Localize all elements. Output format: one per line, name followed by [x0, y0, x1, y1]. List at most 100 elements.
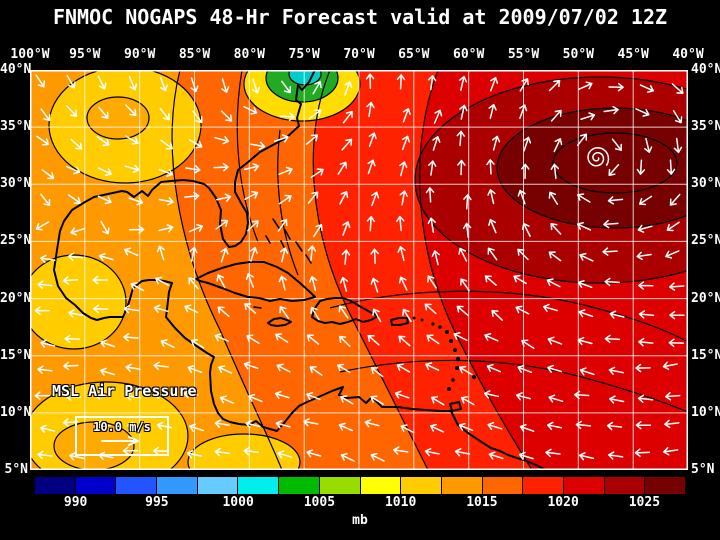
colorbar-segment: [604, 477, 646, 494]
lon-label: 40°W: [672, 47, 704, 62]
wind-arrow: [218, 365, 233, 374]
wind-arrow: [491, 309, 504, 321]
wind-arrow: [244, 303, 257, 314]
wind-arrow: [367, 159, 376, 175]
wind-arrow: [365, 73, 375, 89]
wind-arrow: [219, 395, 235, 404]
wind-arrow: [397, 246, 406, 262]
wind-arrow: [62, 276, 79, 285]
coastline-puerto-rico: [390, 317, 409, 326]
wind-arrow: [122, 446, 139, 455]
wind-arrow: [251, 78, 261, 94]
colorbar-segment: [401, 477, 442, 494]
wind-arrow: [548, 79, 561, 92]
wind-arrow: [517, 248, 529, 261]
wind-arrow: [668, 338, 685, 348]
wind-scale-arrow-icon: [101, 436, 139, 446]
wind-arrow: [432, 136, 441, 151]
wind-arrow: [276, 363, 291, 373]
wind-arrow: [66, 74, 76, 89]
wind-arrow: [521, 339, 535, 350]
wind-arrow: [608, 82, 624, 92]
wind-arrows: [34, 73, 685, 462]
wind-arrow: [487, 189, 496, 205]
lat-label-left: 10°N: [0, 404, 32, 420]
wind-arrow: [609, 395, 625, 404]
wind-arrow: [338, 305, 349, 319]
wind-arrow: [125, 392, 141, 401]
wind-arrow: [243, 446, 259, 456]
page-title: FNMOC NOGAPS 48-Hr Forecast valid at 200…: [52, 5, 668, 29]
wind-arrow: [310, 168, 324, 179]
wind-arrow: [274, 390, 290, 400]
wind-arrow: [426, 334, 440, 345]
wind-arrow: [367, 334, 380, 346]
colorbar-segment: [35, 477, 76, 494]
wind-arrow: [160, 139, 173, 150]
wind-arrow: [306, 334, 320, 345]
wind-arrow: [248, 393, 263, 403]
wind-arrow: [312, 224, 323, 238]
wind-arrow: [66, 105, 78, 117]
wind-arrow: [370, 395, 384, 405]
wind-arrow: [94, 391, 110, 400]
map-canvas: [30, 70, 688, 470]
wind-arrow: [521, 222, 531, 237]
lat-label-left: 15°N: [0, 347, 32, 363]
wind-arrow: [100, 220, 110, 235]
wind-arrow: [184, 191, 200, 201]
wind-arrow: [545, 448, 561, 458]
wind-arrow: [279, 112, 295, 122]
wind-arrow: [247, 220, 259, 232]
wind-arrow: [97, 75, 107, 90]
wind-arrow: [246, 334, 260, 345]
wind-arrow: [638, 310, 655, 319]
wind-arrow: [458, 75, 468, 91]
grid-lines: [30, 70, 688, 470]
wind-arrow: [519, 424, 535, 433]
wind-arrow: [185, 165, 201, 174]
wind-arrow: [216, 193, 232, 202]
wind-arrow: [337, 363, 351, 374]
colorbar-segment: [360, 477, 402, 494]
wind-arrow: [158, 224, 174, 233]
wind-arrow: [278, 194, 292, 205]
colorbar-tick-label: 1025: [628, 495, 661, 510]
wind-arrow: [433, 109, 443, 124]
wind-arrow: [40, 108, 51, 122]
colorbar-segment: [319, 477, 361, 494]
wind-arrow: [462, 222, 472, 239]
wind-arrow: [309, 366, 323, 376]
wind-arrow: [69, 452, 85, 461]
wind-arrow: [547, 336, 563, 345]
wind-arrow: [275, 333, 289, 343]
wind-arrow: [192, 110, 203, 124]
lat-label-right: 40°N: [691, 62, 720, 77]
wind-arrow: [431, 250, 440, 266]
wind-arrow: [578, 81, 593, 90]
wind-arrow: [664, 392, 681, 401]
wind-arrow: [342, 110, 353, 124]
wind-arrow: [579, 252, 594, 262]
wind-arrow: [97, 167, 112, 176]
wind-arrow: [67, 194, 81, 205]
wind-arrow: [124, 164, 140, 173]
wind-arrow: [220, 247, 229, 263]
colorbar-unit: mb: [352, 513, 368, 528]
wind-arrow: [123, 247, 139, 257]
wind-arrow: [398, 335, 411, 347]
wind-arrow: [244, 163, 260, 172]
wind-arrow: [577, 336, 593, 346]
wind-arrow: [34, 391, 51, 400]
wind-arrow: [279, 247, 289, 263]
wind-arrow: [460, 396, 475, 406]
wind-arrow: [396, 215, 405, 232]
wind-arrow: [64, 334, 81, 344]
wind-arrow: [275, 420, 291, 429]
lon-label: 65°W: [398, 47, 430, 62]
wind-arrow: [576, 133, 588, 147]
wind-arrow: [156, 421, 173, 431]
colorbar-segment: [197, 477, 239, 494]
wind-arrow: [636, 159, 646, 175]
